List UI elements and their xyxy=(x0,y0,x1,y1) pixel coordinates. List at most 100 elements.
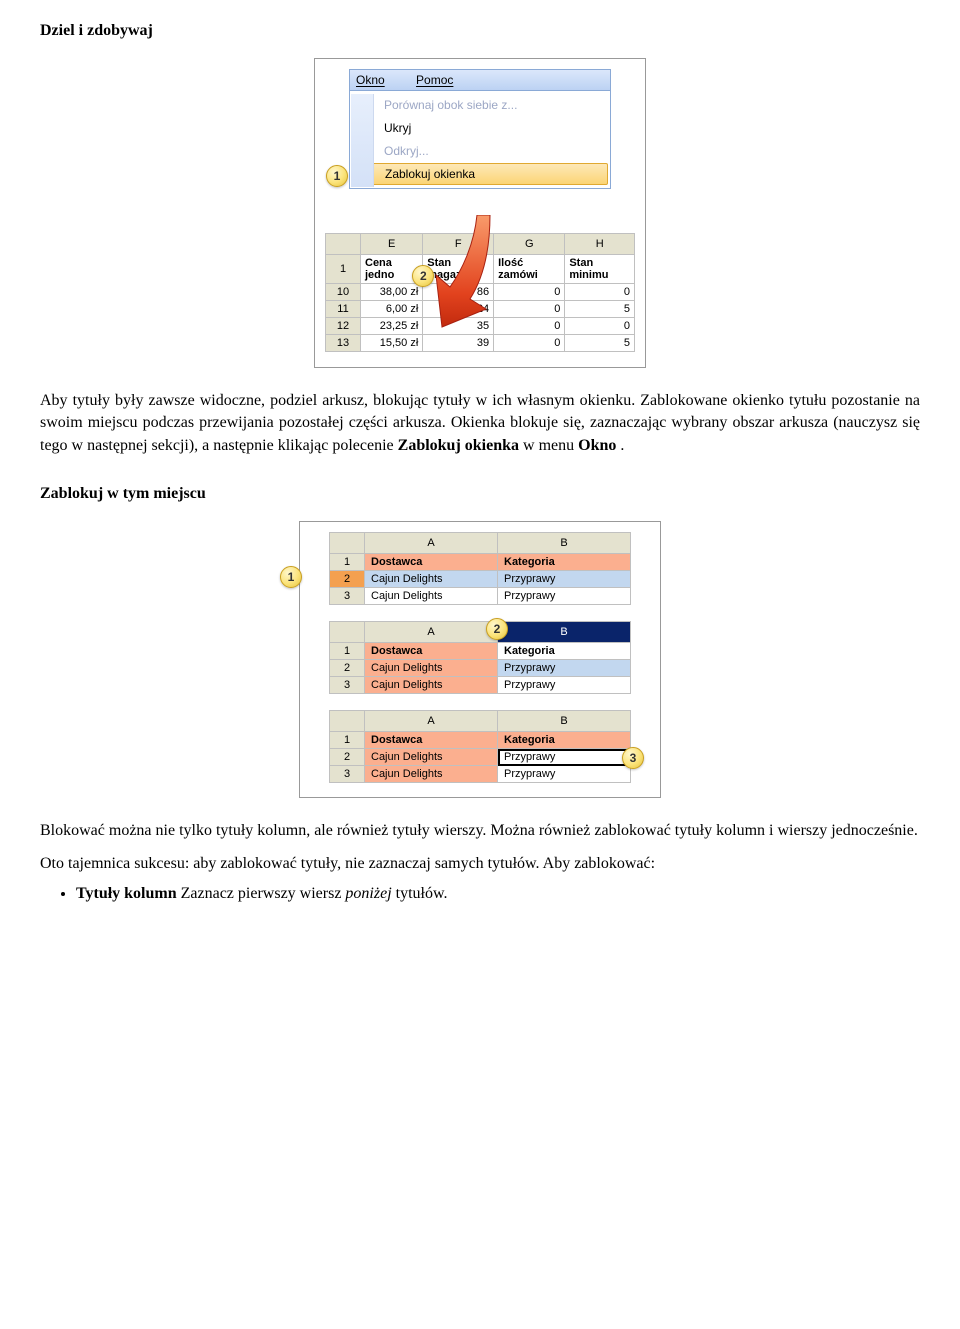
callout-marker-2b: 2 xyxy=(486,618,508,640)
cell[interactable]: 0 xyxy=(494,284,565,301)
colA[interactable]: A xyxy=(365,533,498,554)
mini-3: A B 1 Dostawca Kategoria 2 Cajun Delight… xyxy=(310,710,650,783)
cell[interactable]: 6,00 zł xyxy=(361,301,423,318)
cell[interactable]: Cajun Delights xyxy=(365,749,498,766)
colB-label: B xyxy=(560,626,567,638)
b1-b: Zaznacz pierwszy wiersz xyxy=(177,885,346,902)
cell[interactable]: 0 xyxy=(494,301,565,318)
cell[interactable]: 0 xyxy=(565,284,635,301)
cell[interactable]: 15,50 zł xyxy=(361,335,423,352)
figure-1: Okno Pomoc Porównaj obok siebie z... Ukr… xyxy=(314,58,646,368)
field-H: Stan minimu xyxy=(565,255,635,284)
red-arrow-icon xyxy=(422,215,492,335)
field-E: Cena jedno 2 xyxy=(361,255,423,284)
cell[interactable]: Cajun Delights xyxy=(365,571,498,588)
menu-unhide[interactable]: Odkryj... xyxy=(350,139,610,162)
row-10[interactable]: 10 xyxy=(326,284,361,301)
hdr-B: Kategoria xyxy=(498,643,631,660)
mini-2: A 2 B 1 Dostawca Kategoria 2 Cajun Delig… xyxy=(310,621,650,694)
corner xyxy=(330,711,365,732)
corner xyxy=(330,533,365,554)
figure-2: 1 A B 1 Dostawca Kategoria 2 Cajun Delig… xyxy=(299,521,661,798)
section-title-2: Zablokuj w tym miejscu xyxy=(40,485,920,503)
row-13[interactable]: 13 xyxy=(326,335,361,352)
cell[interactable]: Przyprawy xyxy=(498,588,631,605)
col-H[interactable]: H xyxy=(565,234,635,255)
colA[interactable]: A xyxy=(365,622,498,643)
cell[interactable]: 0 xyxy=(494,318,565,335)
cell[interactable]: Cajun Delights xyxy=(365,677,498,694)
bullet-1: Tytuły kolumn Zaznacz pierwszy wiersz po… xyxy=(76,885,920,903)
cell[interactable]: 5 xyxy=(565,335,635,352)
callout-marker-1: 1 xyxy=(326,165,348,187)
col-G[interactable]: G xyxy=(494,234,565,255)
r2[interactable]: 2 xyxy=(330,571,365,588)
colA[interactable]: A xyxy=(365,711,498,732)
mini-table-3: A B 1 Dostawca Kategoria 2 Cajun Delight… xyxy=(329,710,631,783)
p1-d: Okno xyxy=(578,437,616,454)
field-G: Ilość zamówi xyxy=(494,255,565,284)
menubar: Okno Pomoc xyxy=(350,70,610,91)
paragraph-3: Oto tajemnica sukcesu: aby zablokować ty… xyxy=(40,853,920,875)
cell[interactable]: 5 xyxy=(565,301,635,318)
menu-pomoc[interactable]: Pomoc xyxy=(416,73,453,87)
colB[interactable]: B xyxy=(498,533,631,554)
hdr-A: Dostawca xyxy=(365,554,498,571)
menu-hide[interactable]: Ukryj xyxy=(350,116,610,139)
r2[interactable]: 2 xyxy=(330,749,365,766)
callout-marker-3: 3 xyxy=(622,747,644,769)
hdr-A: Dostawca xyxy=(365,643,498,660)
hdr-A: Dostawca xyxy=(365,732,498,749)
hdr-B: Kategoria xyxy=(498,732,631,749)
cell[interactable]: 23,25 zł xyxy=(361,318,423,335)
cell[interactable]: Przyprawy xyxy=(498,571,631,588)
menu-freeze[interactable]: Zablokuj okienka xyxy=(352,163,608,185)
b1-a: Tytuły kolumn xyxy=(76,885,177,902)
p1-b: Zablokuj okienka xyxy=(398,437,519,454)
r3[interactable]: 3 xyxy=(330,588,365,605)
sheet-corner xyxy=(326,234,361,255)
field-E-text: Cena jedno xyxy=(365,257,394,281)
mini-table-2: A 2 B 1 Dostawca Kategoria 2 Cajun Delig… xyxy=(329,621,631,694)
menu-stripe xyxy=(351,94,374,187)
row-1[interactable]: 1 xyxy=(326,255,361,284)
row-11[interactable]: 11 xyxy=(326,301,361,318)
cell[interactable]: Przyprawy xyxy=(498,677,631,694)
corner xyxy=(330,622,365,643)
b1-d: tytułów. xyxy=(392,885,448,902)
r2[interactable]: 2 xyxy=(330,660,365,677)
r1[interactable]: 1 xyxy=(330,554,365,571)
paragraph-1: Aby tytuły były zawsze widoczne, podziel… xyxy=(40,390,920,457)
row-12[interactable]: 12 xyxy=(326,318,361,335)
cell[interactable]: Cajun Delights xyxy=(365,588,498,605)
menu-okno[interactable]: Okno xyxy=(356,73,385,87)
col-E[interactable]: E xyxy=(361,234,423,255)
cell[interactable]: Przyprawy xyxy=(498,766,631,783)
colB[interactable]: B xyxy=(498,711,631,732)
cell[interactable]: Cajun Delights xyxy=(365,660,498,677)
cell[interactable]: 0 xyxy=(565,318,635,335)
cell[interactable]: 0 xyxy=(494,335,565,352)
menu-body: Porównaj obok siebie z... Ukryj Odkryj..… xyxy=(350,91,610,188)
section-title-1: Dziel i zdobywaj xyxy=(40,22,920,40)
r1[interactable]: 1 xyxy=(330,643,365,660)
p1-e: . xyxy=(620,437,624,454)
r1[interactable]: 1 xyxy=(330,732,365,749)
r3[interactable]: 3 xyxy=(330,766,365,783)
menu-compare[interactable]: Porównaj obok siebie z... xyxy=(350,93,610,116)
cell[interactable]: Cajun Delights xyxy=(365,766,498,783)
callout-marker-1b: 1 xyxy=(280,566,302,588)
cell-text: Przyprawy xyxy=(504,751,555,763)
p1-c: w menu xyxy=(523,437,578,454)
excel-menu: Okno Pomoc Porównaj obok siebie z... Ukr… xyxy=(349,69,611,189)
cell[interactable]: 39 xyxy=(423,335,494,352)
cell[interactable]: 38,00 zł xyxy=(361,284,423,301)
active-cell-B2[interactable]: Przyprawy 3 xyxy=(498,749,631,766)
mini-table-1: A B 1 Dostawca Kategoria 2 Cajun Delight… xyxy=(329,532,631,605)
b1-c: poniżej xyxy=(345,885,391,902)
paragraph-2: Blokować można nie tylko tytuły kolumn, … xyxy=(40,820,920,842)
colB-selected[interactable]: 2 B xyxy=(498,622,631,643)
cell[interactable]: Przyprawy xyxy=(498,660,631,677)
r3[interactable]: 3 xyxy=(330,677,365,694)
bullet-list: Tytuły kolumn Zaznacz pierwszy wiersz po… xyxy=(76,885,920,903)
